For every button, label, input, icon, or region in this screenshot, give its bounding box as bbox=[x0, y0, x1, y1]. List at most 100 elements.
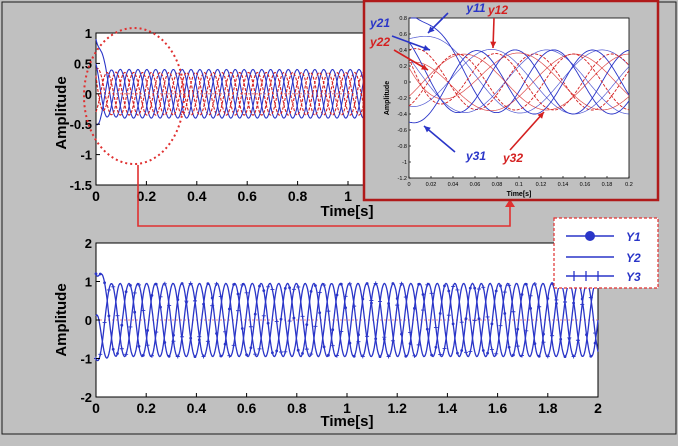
bottom-marker-Y1 bbox=[154, 282, 158, 286]
top-y-tick-label: -0.5 bbox=[70, 117, 92, 132]
bottom-marker-Y1 bbox=[494, 289, 498, 293]
bottom-marker-Y3 bbox=[464, 350, 469, 355]
inset-annotation-arrow-y21 bbox=[391, 35, 431, 51]
bottom-x-tick-label: 0.8 bbox=[287, 400, 307, 416]
inset-y-tick-label: 0 bbox=[404, 80, 407, 86]
bottom-marker-Y3 bbox=[162, 281, 167, 286]
bottom-marker-Y3 bbox=[253, 352, 258, 357]
inset-series-y12 bbox=[408, 48, 630, 111]
inset-series-y31-detail bbox=[408, 48, 630, 115]
legend-label-Y1: Y1 bbox=[626, 230, 641, 244]
bottom-marker-Y3 bbox=[244, 290, 249, 295]
bottom-marker-Y1 bbox=[430, 353, 433, 357]
inset-x-tick-label: 0.1 bbox=[515, 182, 523, 188]
bottom-marker-Y3 bbox=[382, 335, 387, 340]
top-x-tick-label: 0.6 bbox=[237, 188, 257, 204]
bottom-marker-Y1 bbox=[481, 349, 485, 352]
top-x-tick-label: 0.2 bbox=[137, 188, 157, 204]
bottom-marker-Y3 bbox=[287, 319, 292, 324]
inset-zoom-chart: 0 0.02 0.04 0.06 0.08 0.1 0.12 0.14 0.16 0.18 0.2 0… bbox=[362, 0, 660, 202]
inset-annotation-label-y22: y22 bbox=[369, 35, 390, 49]
bottom-marker-Y3 bbox=[472, 318, 477, 323]
bottom-marker-Y3 bbox=[132, 290, 137, 295]
bottom-marker-Y3 bbox=[438, 352, 443, 357]
bottom-marker-Y3 bbox=[386, 354, 391, 359]
bottom-marker-Y3 bbox=[240, 282, 245, 287]
bottom-marker-Y3 bbox=[563, 299, 568, 304]
bottom-marker-Y1 bbox=[520, 293, 524, 296]
bottom-marker-Y3 bbox=[429, 291, 434, 296]
bottom-x-tick-label: 1.8 bbox=[538, 400, 558, 416]
bottom-y-axis-label: Amplitude bbox=[53, 283, 70, 356]
inset-y-tick-label: -0.4 bbox=[398, 112, 407, 118]
bottom-marker-Y3 bbox=[502, 290, 507, 295]
bottom-marker-Y1 bbox=[322, 345, 326, 349]
legend-label-Y3: Y3 bbox=[626, 270, 641, 284]
inset-x-tick-label: 0.02 bbox=[426, 182, 437, 188]
bottom-marker-Y1 bbox=[129, 284, 132, 287]
bottom-marker-Y1 bbox=[529, 307, 532, 310]
bottom-marker-Y1 bbox=[365, 282, 369, 285]
top-x-axis-label: Time[s] bbox=[320, 203, 373, 220]
bottom-marker-Y3 bbox=[519, 353, 524, 358]
bottom-marker-Y3 bbox=[442, 346, 447, 351]
bottom-marker-Y1 bbox=[107, 314, 111, 318]
inset-x-tick-label: 0.08 bbox=[492, 182, 503, 188]
bottom-marker-Y3 bbox=[528, 293, 533, 298]
bottom-marker-Y1 bbox=[206, 282, 210, 285]
inset-x-axis-label: Time[s] bbox=[507, 191, 532, 198]
bottom-marker-Y3 bbox=[128, 324, 133, 329]
bottom-marker-Y3 bbox=[433, 325, 438, 330]
bottom-marker-Y3 bbox=[309, 352, 314, 357]
bottom-marker-Y3 bbox=[158, 294, 163, 299]
bottom-marker-Y1 bbox=[413, 307, 416, 310]
inset-annotation-label-y12: y12 bbox=[487, 3, 508, 17]
bottom-marker-Y1 bbox=[550, 282, 554, 285]
bottom-marker-Y3 bbox=[257, 346, 262, 351]
bottom-marker-Y1 bbox=[150, 294, 154, 297]
bottom-marker-Y3 bbox=[343, 294, 348, 299]
bottom-marker-Y1 bbox=[292, 316, 296, 320]
bottom-marker-Y3 bbox=[154, 330, 159, 335]
bottom-marker-Y1 bbox=[408, 342, 412, 345]
bottom-marker-Y3 bbox=[119, 346, 124, 351]
bottom-marker-Y3 bbox=[588, 295, 593, 300]
bottom-y-tick-label: -1 bbox=[80, 352, 92, 367]
bottom-marker-Y3 bbox=[377, 299, 382, 304]
inset-x-tick-label: 0.14 bbox=[558, 182, 569, 188]
bottom-y-tick-label: 1 bbox=[85, 275, 92, 290]
inset-annotation-arrow-y31 bbox=[423, 125, 456, 153]
bottom-marker-Y3 bbox=[274, 319, 279, 324]
bottom-marker-Y1 bbox=[468, 286, 472, 290]
inset-x-tick-label: 0.2 bbox=[625, 182, 633, 188]
bottom-marker-Y3 bbox=[266, 284, 271, 289]
bottom-marker-Y3 bbox=[98, 352, 103, 357]
bottom-series-Y3 bbox=[95, 282, 599, 362]
bottom-marker-Y3 bbox=[106, 287, 111, 292]
bottom-x-tick-label: 1.4 bbox=[438, 400, 458, 416]
bottom-marker-Y3 bbox=[507, 283, 512, 288]
bottom-marker-Y3 bbox=[300, 314, 305, 319]
bottom-marker-Y1 bbox=[516, 327, 520, 331]
bottom-marker-Y3 bbox=[313, 324, 318, 329]
bottom-x-tick-label: 0 bbox=[92, 400, 100, 416]
bottom-marker-Y1 bbox=[563, 355, 567, 358]
bottom-marker-Y3 bbox=[515, 344, 520, 349]
bottom-marker-Y1 bbox=[425, 327, 429, 331]
legend-label-Y2: Y2 bbox=[626, 251, 641, 265]
bottom-marker-Y3 bbox=[511, 309, 516, 314]
bottom-marker-Y1 bbox=[339, 282, 343, 286]
inset-series-y12-detail bbox=[408, 53, 630, 112]
bottom-marker-Y1 bbox=[417, 282, 421, 286]
bottom-marker-Y3 bbox=[545, 354, 550, 359]
inset-x-tick-label: 0.04 bbox=[448, 182, 459, 188]
bottom-marker-Y3 bbox=[524, 328, 529, 333]
top-x-tick-label: 0.4 bbox=[187, 188, 207, 204]
bottom-marker-Y1 bbox=[296, 348, 300, 352]
bottom-marker-Y1 bbox=[219, 354, 223, 358]
inset-x-tick-label: 0.18 bbox=[602, 182, 613, 188]
bottom-marker-Y3 bbox=[356, 339, 361, 344]
bottom-marker-Y3 bbox=[279, 349, 284, 354]
bottom-marker-Y3 bbox=[171, 339, 176, 344]
